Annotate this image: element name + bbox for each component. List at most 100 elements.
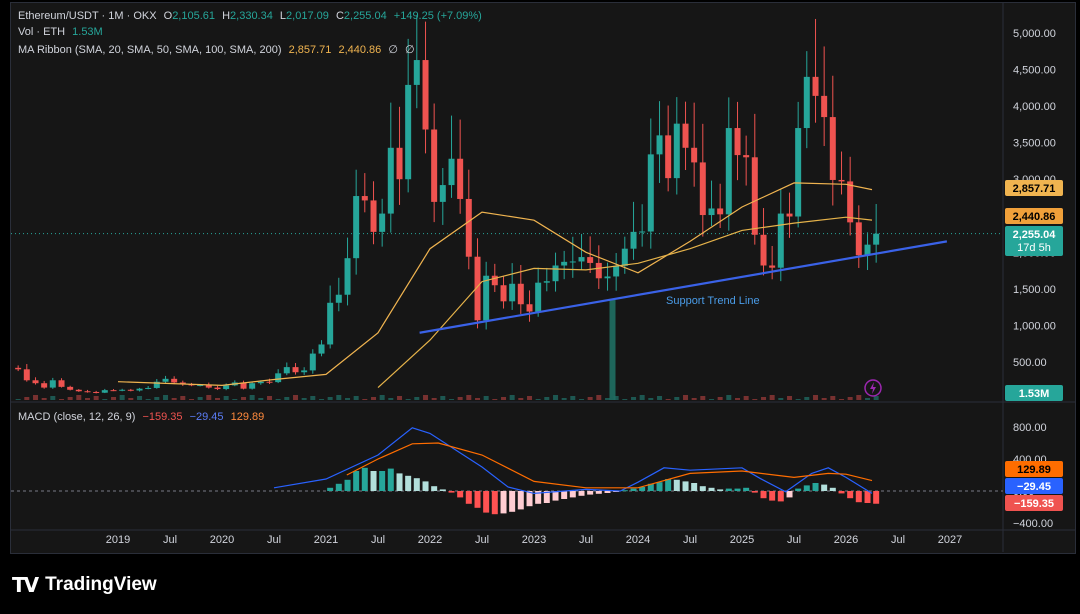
candle-body[interactable] (474, 256, 481, 321)
macd-histogram-bar[interactable] (604, 491, 611, 493)
candle-body[interactable] (621, 248, 628, 266)
macd-histogram-bar[interactable] (587, 491, 594, 495)
legend-ma-ribbon[interactable]: MA Ribbon (SMA, 20, SMA, 50, SMA, 100, S… (18, 43, 419, 57)
candle-body[interactable] (864, 244, 871, 256)
macd-histogram-bar[interactable] (474, 491, 481, 508)
macd-histogram-bar[interactable] (613, 491, 620, 492)
candle-body[interactable] (413, 60, 420, 85)
macd-histogram-bar[interactable] (483, 491, 490, 513)
support-trend-line[interactable] (419, 240, 948, 334)
macd-histogram-bar[interactable] (699, 486, 706, 491)
candle-body[interactable] (110, 390, 117, 392)
candle-body[interactable] (58, 380, 65, 387)
candle-body[interactable] (855, 222, 862, 256)
candle-body[interactable] (630, 231, 637, 249)
macd-histogram-bar[interactable] (491, 491, 498, 515)
candle-body[interactable] (587, 257, 594, 263)
macd-histogram-bar[interactable] (379, 471, 386, 491)
candle-body[interactable] (431, 129, 438, 202)
legend-macd[interactable]: MACD (close, 12, 26, 9) −159.35 −29.45 1… (18, 410, 268, 424)
candle-body[interactable] (535, 282, 542, 312)
candle-body[interactable] (422, 60, 429, 130)
ma-line-1[interactable] (117, 182, 873, 387)
macd-histogram-bar[interactable] (344, 479, 351, 491)
candle-body[interactable] (153, 381, 160, 388)
candle-body[interactable] (465, 198, 472, 257)
candle-body[interactable] (691, 147, 698, 163)
candle-body[interactable] (526, 304, 533, 312)
legend-volume[interactable]: Vol · ETH 1.53M (18, 25, 107, 39)
candle-body[interactable] (448, 158, 455, 186)
candle-body[interactable] (301, 370, 308, 373)
macd-histogram-bar[interactable] (760, 491, 767, 499)
candle-body[interactable] (734, 128, 741, 156)
candle-body[interactable] (725, 128, 732, 215)
candle-body[interactable] (361, 196, 368, 201)
candle-body[interactable] (673, 123, 680, 179)
candle-body[interactable] (517, 283, 524, 305)
macd-histogram-bar[interactable] (387, 468, 394, 491)
candle-body[interactable] (769, 265, 776, 268)
candle-body[interactable] (275, 373, 282, 383)
candle-body[interactable] (266, 381, 273, 383)
candle-body[interactable] (179, 382, 186, 385)
candle-body[interactable] (777, 213, 784, 268)
candle-body[interactable] (656, 135, 663, 155)
candle-body[interactable] (639, 231, 646, 233)
candle-body[interactable] (873, 233, 880, 245)
candle-body[interactable] (838, 179, 845, 182)
candle-body[interactable] (803, 76, 810, 129)
macd-histogram-bar[interactable] (855, 491, 862, 503)
candle-body[interactable] (760, 234, 767, 266)
candle-body[interactable] (283, 367, 290, 374)
candle-body[interactable] (327, 302, 334, 345)
macd-histogram-bar[interactable] (457, 491, 464, 498)
macd-histogram-bar[interactable] (673, 479, 680, 491)
macd-histogram-bar[interactable] (327, 487, 334, 491)
macd-line[interactable] (273, 427, 873, 495)
candle-body[interactable] (67, 386, 74, 390)
macd-histogram-bar[interactable] (448, 491, 455, 493)
candle-body[interactable] (457, 158, 464, 199)
candle-body[interactable] (249, 383, 256, 389)
candle-body[interactable] (500, 285, 507, 302)
macd-histogram-bar[interactable] (795, 488, 802, 491)
candle-body[interactable] (223, 385, 230, 390)
macd-histogram-bar[interactable] (431, 486, 438, 491)
macd-histogram-bar[interactable] (439, 489, 446, 491)
candle-body[interactable] (75, 389, 82, 392)
candle-body[interactable] (240, 382, 247, 389)
candle-body[interactable] (214, 387, 221, 390)
macd-histogram-bar[interactable] (682, 481, 689, 491)
candle-body[interactable] (379, 213, 386, 232)
candle-body[interactable] (127, 389, 134, 391)
macd-histogram-bar[interactable] (812, 483, 819, 491)
macd-histogram-bar[interactable] (535, 491, 542, 504)
candle-body[interactable] (41, 383, 48, 388)
alert-lightning-icon[interactable] (864, 379, 882, 397)
macd-histogram-bar[interactable] (838, 491, 845, 494)
candle-body[interactable] (396, 147, 403, 180)
macd-histogram-bar[interactable] (335, 483, 342, 491)
candle-body[interactable] (32, 380, 39, 384)
candle-body[interactable] (491, 275, 498, 286)
macd-histogram-bar[interactable] (751, 491, 758, 493)
macd-histogram-bar[interactable] (803, 485, 810, 491)
candle-body[interactable] (23, 369, 30, 381)
candle-body[interactable] (561, 261, 568, 266)
candle-body[interactable] (197, 385, 204, 387)
candle-body[interactable] (812, 76, 819, 96)
macd-histogram-bar[interactable] (465, 491, 472, 504)
candle-body[interactable] (699, 162, 706, 216)
candle-body[interactable] (786, 213, 793, 217)
macd-histogram-bar[interactable] (647, 483, 654, 491)
macd-histogram-bar[interactable] (595, 491, 602, 494)
macd-histogram-bar[interactable] (734, 488, 741, 491)
macd-histogram-bar[interactable] (578, 491, 585, 496)
candle-body[interactable] (751, 157, 758, 235)
candle-body[interactable] (136, 388, 143, 391)
macd-histogram-bar[interactable] (656, 482, 663, 491)
candle-body[interactable] (483, 275, 490, 321)
macd-histogram-bar[interactable] (777, 491, 784, 502)
macd-histogram-bar[interactable] (621, 490, 628, 492)
